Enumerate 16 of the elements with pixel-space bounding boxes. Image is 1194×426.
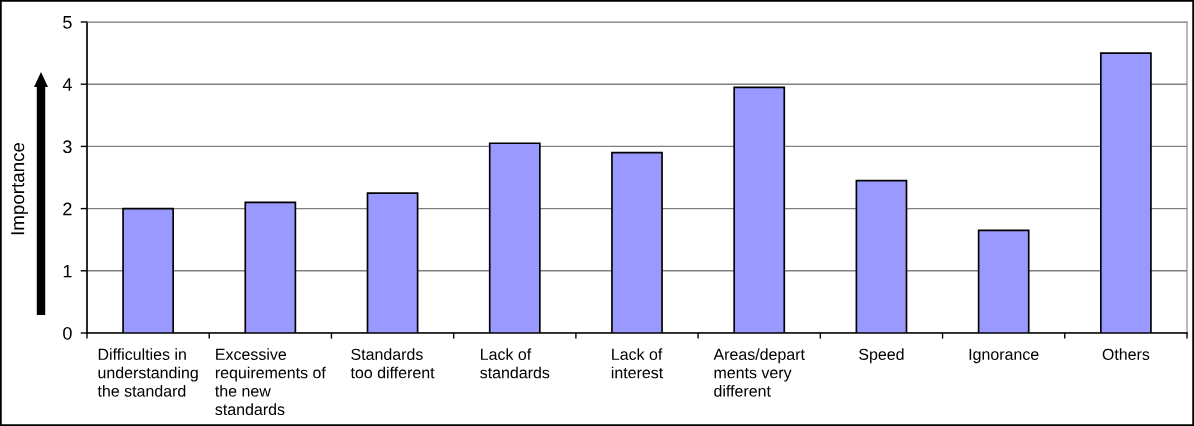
y-tick-label: 5	[63, 16, 72, 29]
x-tick-label: Standards too different	[350, 348, 435, 379]
x-tick-label: Others	[1102, 348, 1150, 361]
x-tick-label: Lack of standards	[480, 348, 550, 379]
y-tick-label: 4	[62, 78, 72, 91]
x-tick-label: Speed	[859, 348, 904, 364]
x-tick-label: Areas/depart ments very different	[713, 348, 805, 397]
y-tick-label: 2	[63, 202, 72, 216]
y-axis-title: Importance	[11, 142, 28, 235]
y-tick-label: 1	[63, 264, 72, 278]
x-tick-label: Ignorance	[969, 348, 1039, 364]
y-tick-label: 0	[63, 326, 72, 340]
y-tick-label: 3	[63, 140, 72, 154]
x-tick-label: Difficulties in understanding the standard	[97, 348, 198, 397]
x-tick-label: Lack of interest	[611, 348, 664, 379]
x-tick-label: Excessive requirements of the new standards	[215, 348, 326, 416]
